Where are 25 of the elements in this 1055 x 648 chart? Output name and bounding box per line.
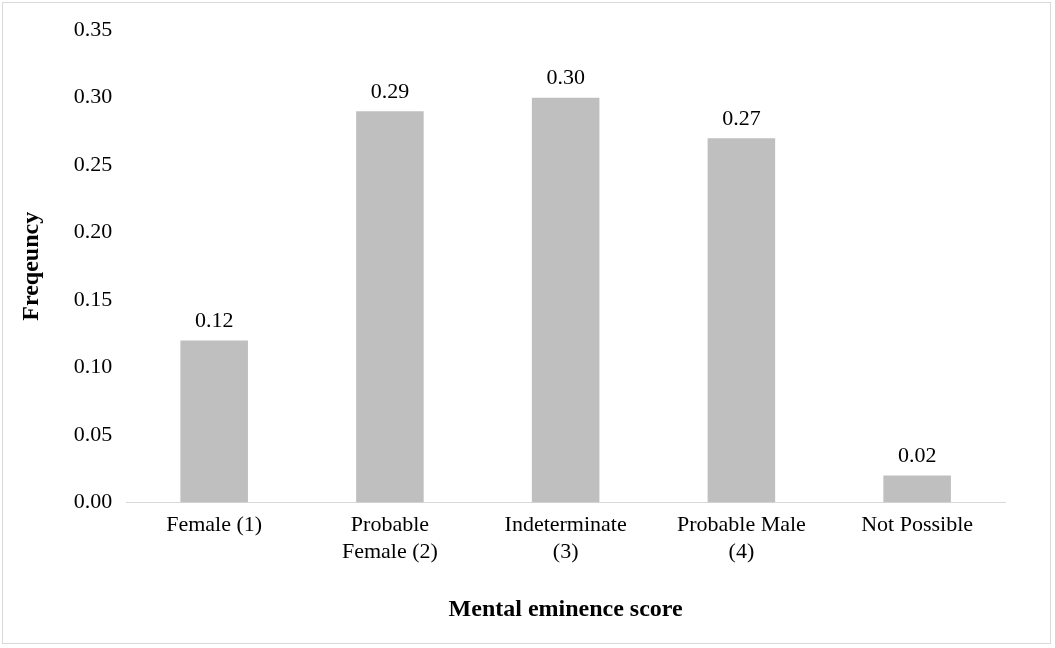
data-label: 0.29 — [370, 77, 410, 103]
bar — [356, 111, 424, 503]
bar — [883, 475, 951, 503]
bar — [707, 138, 776, 503]
bar — [531, 97, 600, 503]
bar — [180, 340, 248, 503]
y-tick-label: 0.10 — [73, 353, 113, 379]
x-tick-label: Indeterminate (3) — [504, 511, 627, 563]
y-tick-label: 0.25 — [73, 150, 113, 176]
y-tick-label: 0.35 — [73, 15, 113, 41]
x-tick-label: Not Possible — [861, 511, 974, 537]
data-label: 0.12 — [194, 307, 234, 333]
y-tick-label: 0.15 — [73, 285, 113, 311]
y-tick-label: 0.20 — [73, 218, 113, 244]
data-label: 0.27 — [722, 104, 761, 130]
data-label: 0.30 — [546, 64, 585, 90]
data-label: 0.02 — [897, 442, 937, 468]
y-tick-label: 0.05 — [73, 420, 113, 446]
y-tick-label: 0.00 — [73, 488, 113, 514]
x-axis-title: Mental eminence score — [448, 594, 684, 621]
x-tick-label: Probable Male (4) — [676, 511, 806, 563]
x-tick-label: Female (1) — [166, 511, 263, 537]
x-tick-label: Probable Female (2) — [341, 511, 438, 563]
y-tick-label: 0.30 — [73, 83, 113, 109]
y-axis-title: Freqeuncy — [16, 211, 43, 321]
